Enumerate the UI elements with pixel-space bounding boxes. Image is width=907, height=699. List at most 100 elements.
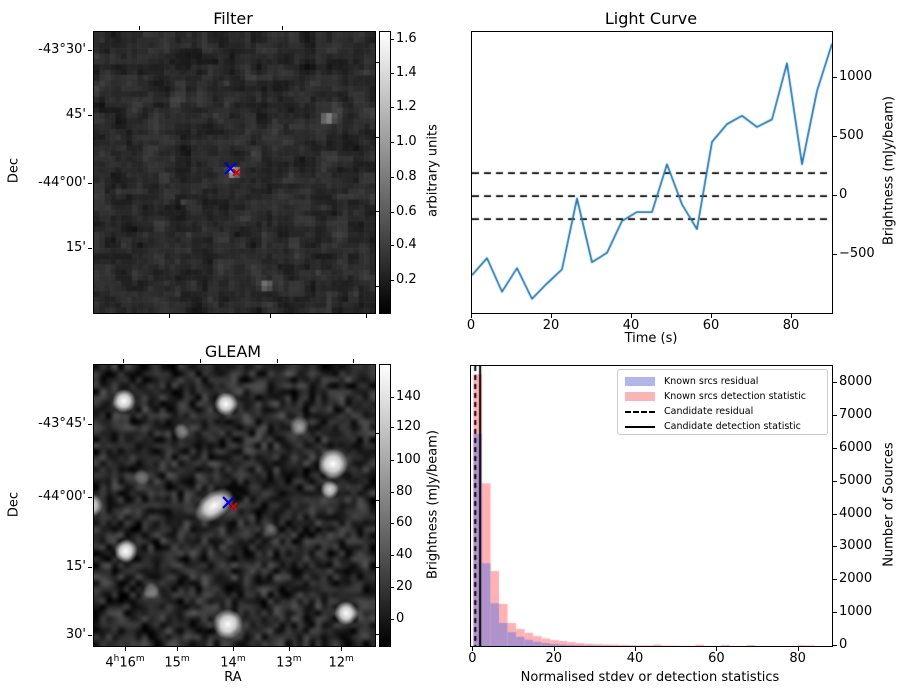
tick-mark <box>200 359 202 363</box>
light-curve-ylabel: Brightness (mJy/beam) <box>881 96 897 245</box>
histogram-legend: Known srcs residual Known srcs detection… <box>617 369 828 435</box>
tick-mark <box>711 314 712 318</box>
tick-label: 2000 <box>839 571 873 587</box>
light-curve-xlabel: Time (s) <box>624 331 678 346</box>
legend-label: Candidate residual <box>664 406 754 417</box>
tick-mark <box>391 72 394 74</box>
tick-mark <box>352 359 354 363</box>
tick-label: 0.2 <box>396 271 417 287</box>
tick-mark <box>376 433 380 435</box>
filter-axes <box>93 31 376 314</box>
tick-mark <box>391 492 394 494</box>
candidate-position-marker <box>223 162 237 176</box>
light-curve-axes <box>471 31 833 314</box>
tick-label: 30' <box>65 626 86 642</box>
x-marker-icon <box>232 167 241 177</box>
tick-mark <box>391 177 394 179</box>
tick-label: 120 <box>396 418 421 434</box>
tick-mark <box>833 546 837 548</box>
tick-mark <box>391 523 394 525</box>
tick-mark <box>833 77 837 79</box>
tick-mark <box>391 245 394 247</box>
tick-label: 60 <box>702 318 720 333</box>
legend-row: Candidate residual <box>625 404 827 419</box>
filter-ylabel: Dec <box>6 157 22 184</box>
tick-label: 0.8 <box>396 169 417 185</box>
tick-mark <box>797 647 799 651</box>
tick-label: 45' <box>65 107 86 123</box>
tick-label: 60 <box>708 651 725 666</box>
tick-mark <box>270 314 272 318</box>
histogram-xlabel: Normalised stdev or detection statistics <box>520 670 780 685</box>
tick-label: 3000 <box>839 538 873 554</box>
x-marker-icon <box>221 496 235 510</box>
tick-label: 1000 <box>839 69 873 85</box>
tick-mark <box>391 106 394 108</box>
tick-label: 0 <box>839 637 848 652</box>
tick-mark <box>833 513 837 515</box>
legend-row: Known srcs detection statistic <box>625 389 827 404</box>
tick-label: 1.4 <box>396 64 417 80</box>
tick-label: 60 <box>396 515 413 531</box>
tick-mark <box>833 414 837 416</box>
tick-label: -44°00' <box>38 488 86 504</box>
tick-label: 0 <box>396 610 405 626</box>
gleam-xlabel: RA <box>224 670 242 685</box>
filter-colorbar <box>379 31 391 314</box>
tick-label: 7000 <box>839 406 873 422</box>
tick-mark <box>232 647 234 651</box>
tick-mark <box>551 314 552 318</box>
legend-swatch-candidate-residual <box>625 410 655 413</box>
tick-mark <box>391 279 394 281</box>
gleam-colorbar <box>379 364 391 647</box>
tick-label: 80 <box>789 651 806 666</box>
tick-mark <box>391 555 394 557</box>
tick-label: 40 <box>622 318 640 333</box>
tick-mark <box>376 210 380 212</box>
tick-mark <box>123 359 125 363</box>
tick-mark <box>281 26 283 30</box>
tick-mark <box>833 382 837 384</box>
tick-mark <box>833 254 837 256</box>
tick-label: 0 <box>468 651 477 666</box>
tick-label: 20 <box>542 318 560 333</box>
tick-mark <box>391 396 394 398</box>
tick-mark <box>365 314 367 318</box>
tick-label: 0 <box>466 318 476 333</box>
x-marker-icon <box>223 162 237 176</box>
legend-row: Candidate detection statistic <box>625 419 827 434</box>
tick-mark <box>341 647 343 651</box>
tick-label: 500 <box>839 128 864 144</box>
tick-label: 20 <box>545 651 562 666</box>
tick-mark <box>376 500 380 501</box>
tick-mark <box>833 645 837 646</box>
tick-label: 1000 <box>839 604 873 620</box>
known-source-position-marker <box>229 501 239 511</box>
tick-mark <box>472 647 474 651</box>
tick-mark <box>833 447 837 449</box>
tick-mark <box>391 38 394 40</box>
tick-label: 80 <box>782 318 800 333</box>
tick-mark <box>125 647 127 651</box>
tick-mark <box>391 460 394 462</box>
tick-label: 15' <box>65 239 86 255</box>
tick-label: 20 <box>396 579 413 595</box>
tick-mark <box>168 314 170 318</box>
tick-mark <box>88 50 92 52</box>
tick-label: 6000 <box>839 439 873 455</box>
tick-label: 4000 <box>839 505 873 521</box>
legend-swatch-known-detstat <box>625 392 655 401</box>
histogram-ylabel: Number of Sources <box>881 442 897 567</box>
tick-mark <box>88 634 92 636</box>
tick-label: 80 <box>396 484 413 500</box>
x-marker-icon <box>229 501 239 511</box>
tick-mark <box>376 61 380 63</box>
tick-mark <box>833 579 837 581</box>
gleam-title: GLEAM <box>204 342 262 361</box>
tick-mark <box>391 211 394 213</box>
tick-label: 4h16m <box>105 654 145 671</box>
tick-label: 1.0 <box>396 133 417 149</box>
tick-label: 100 <box>396 452 421 468</box>
legend-swatch-known-residual <box>625 377 655 386</box>
